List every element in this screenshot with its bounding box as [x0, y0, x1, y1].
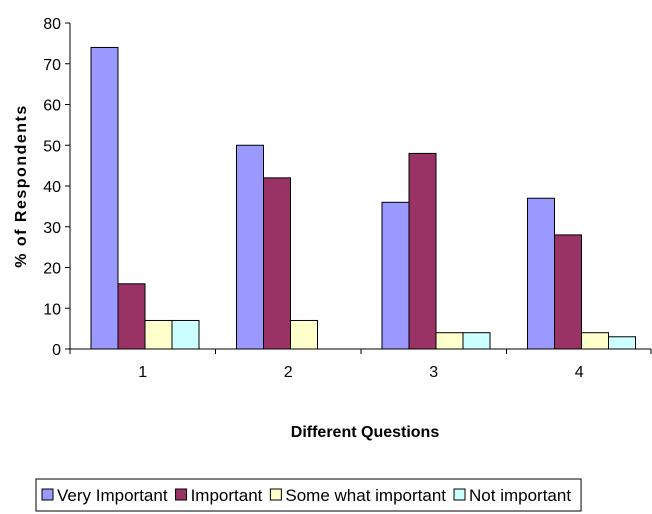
x-tick-label: 3	[429, 364, 438, 381]
legend-swatch	[269, 488, 282, 501]
bar-very-important-q1	[90, 46, 119, 350]
bar-some-what-important-q1	[144, 319, 173, 350]
legend-label: Not important	[469, 486, 571, 505]
y-tick-label: 0	[52, 342, 61, 359]
y-tick-label: 70	[43, 57, 61, 74]
bar-not-important-q4	[608, 336, 636, 350]
y-tick-label: 50	[43, 138, 61, 155]
bar-important-q4	[554, 234, 582, 350]
bar-important-q3	[408, 152, 437, 350]
legend-swatch	[41, 488, 54, 501]
y-axis-ticks: 0 10 20 30 40 50 60 70 80	[43, 16, 70, 359]
bar-important-q2	[263, 177, 291, 350]
bar-very-important-q2	[236, 144, 264, 350]
y-tick-label: 30	[43, 220, 61, 237]
bars-group	[90, 46, 636, 350]
legend-swatch	[175, 488, 188, 501]
y-tick-label: 20	[43, 261, 61, 278]
legend-label: Some what important	[285, 486, 446, 505]
bar-some-what-important-q4	[581, 332, 609, 350]
legend-label: Important	[191, 486, 263, 505]
x-tick-label: 1	[138, 364, 147, 381]
legend-box	[35, 478, 582, 512]
bar-not-important-q1	[171, 319, 200, 350]
bar-some-what-important-q3	[435, 332, 464, 350]
bar-important-q1	[117, 283, 146, 350]
x-tick-label: 2	[284, 364, 293, 381]
bar-very-important-q4	[527, 197, 555, 350]
x-axis-title: Different Questions	[291, 424, 440, 441]
y-axis-title: % of Respondents	[13, 104, 30, 268]
y-tick-label: 40	[43, 179, 61, 196]
y-tick-label: 80	[43, 16, 61, 33]
legend: Very Important Important Some what importa…	[35, 478, 582, 512]
y-tick-label: 60	[43, 98, 61, 115]
bar-not-important-q3	[462, 332, 491, 350]
x-axis-ticks: 1 2 3 4	[69, 349, 652, 381]
bar-very-important-q3	[381, 201, 410, 350]
legend-swatch	[453, 488, 466, 501]
y-tick-label: 10	[43, 301, 61, 318]
x-tick-label: 4	[575, 364, 584, 381]
legend-label: Very Important	[57, 486, 168, 505]
bar-some-what-important-q2	[290, 319, 318, 350]
